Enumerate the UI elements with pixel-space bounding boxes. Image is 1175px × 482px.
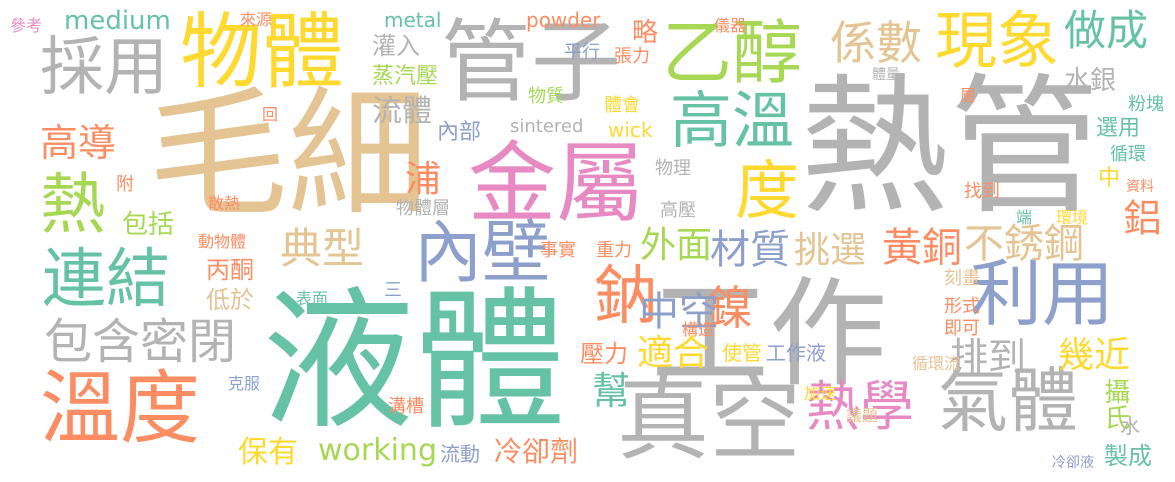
word-工作液: 工作液 xyxy=(766,343,826,363)
word-不銹鋼: 不銹鋼 xyxy=(964,224,1084,264)
word-冷卻劑: 冷卻劑 xyxy=(494,438,578,466)
word-powder: powder xyxy=(526,10,601,30)
word-利用: 利用 xyxy=(970,258,1114,330)
word-循環: 循環 xyxy=(1110,146,1146,164)
word-熱: 熱 xyxy=(40,172,106,238)
word-冷卻液: 冷卻液 xyxy=(1052,456,1094,470)
word-丙酮: 丙酮 xyxy=(206,258,254,282)
word-層: 層 xyxy=(960,88,976,104)
word-保有: 保有 xyxy=(238,438,298,468)
word-克服: 克服 xyxy=(228,376,260,392)
word-體量: 體量 xyxy=(872,68,900,82)
word-採用: 採用 xyxy=(40,36,168,100)
word-儀器: 儀器 xyxy=(714,18,746,34)
word-真空: 真空 xyxy=(617,374,801,466)
word-三: 三 xyxy=(384,282,402,300)
word-加速: 加速 xyxy=(804,386,836,402)
word-排到: 排到 xyxy=(950,338,1026,376)
word-灌入: 灌入 xyxy=(372,34,420,58)
word-循環流: 循環流 xyxy=(912,356,960,372)
word-物理: 物理 xyxy=(655,160,691,178)
word-sintered: sintered xyxy=(510,118,583,136)
word-metal: metal xyxy=(384,10,441,30)
word-平行: 平行 xyxy=(564,44,600,62)
word-回: 回 xyxy=(262,107,278,123)
word-表面: 表面 xyxy=(296,291,328,307)
word-張力: 張力 xyxy=(614,48,650,66)
word-水銀: 水銀 xyxy=(1064,68,1116,94)
word-浦: 浦 xyxy=(405,162,441,198)
word-流體: 流體 xyxy=(372,97,432,127)
word-鋁: 鋁 xyxy=(1120,198,1158,236)
word-構造: 構造 xyxy=(682,322,714,338)
word-即可: 即可 xyxy=(944,320,980,338)
word-中: 中 xyxy=(1098,168,1120,190)
word-刻畫: 刻畫 xyxy=(944,270,980,288)
word-working: working xyxy=(318,436,437,466)
word-物體層: 物體層 xyxy=(396,200,450,218)
word-典型: 典型 xyxy=(280,228,364,270)
word-找到: 找到 xyxy=(964,183,1000,201)
word-幾近: 幾近 xyxy=(1058,338,1130,374)
word-動物體: 動物體 xyxy=(198,234,246,250)
word-medium: medium xyxy=(64,8,171,34)
word-壓力: 壓力 xyxy=(580,342,628,366)
word-附: 附 xyxy=(116,176,134,194)
word-溝槽: 溝槽 xyxy=(388,398,424,416)
word-高壓: 高壓 xyxy=(660,202,696,220)
word-物質: 物質 xyxy=(528,88,564,106)
word-材質: 材質 xyxy=(710,230,790,270)
word-粉塊: 粉塊 xyxy=(1128,96,1164,114)
word-現象: 現象 xyxy=(935,10,1059,72)
word-內部: 內部 xyxy=(437,122,481,144)
word-端: 端 xyxy=(1016,210,1032,226)
word-流動: 流動 xyxy=(440,444,480,464)
word-高溫: 高溫 xyxy=(670,90,794,152)
word-散熱: 散熱 xyxy=(208,196,240,212)
word-製成: 製成 xyxy=(1104,444,1152,468)
word-選用: 選用 xyxy=(1096,118,1140,140)
word-來源: 來源 xyxy=(240,12,272,28)
word-黃銅: 黃銅 xyxy=(882,228,962,268)
word-內壁: 內壁 xyxy=(414,220,550,288)
word-略: 略 xyxy=(632,20,658,46)
word-參考: 參考 xyxy=(10,18,42,34)
word-環境: 環境 xyxy=(1056,210,1088,226)
word-幫: 幫 xyxy=(592,372,630,410)
word-連結: 連結 xyxy=(42,248,170,312)
word-資料: 資料 xyxy=(1126,180,1154,194)
word-挑選: 挑選 xyxy=(794,233,866,269)
word-做成: 做成 xyxy=(1064,10,1148,52)
word-外面: 外面 xyxy=(640,228,712,264)
word-熱管: 熱管 xyxy=(800,73,1100,223)
word-使管: 使管 xyxy=(722,343,762,363)
word-高導: 高導 xyxy=(40,124,116,162)
word-事實: 事實 xyxy=(540,242,576,260)
word-低於: 低於 xyxy=(206,288,254,312)
word-係數: 係數 xyxy=(830,20,922,66)
word-溫度: 溫度 xyxy=(40,369,200,449)
word-度: 度 xyxy=(735,160,799,224)
word-議題: 議題 xyxy=(846,408,878,424)
word-重力: 重力 xyxy=(596,242,632,260)
word-形式: 形式 xyxy=(944,298,980,316)
word-水: 水 xyxy=(1120,416,1140,436)
word-包括: 包括 xyxy=(122,212,174,238)
word-適合: 適合 xyxy=(637,336,709,372)
word-蒸汽壓: 蒸汽壓 xyxy=(372,66,438,88)
word-體會: 體會 xyxy=(604,97,640,115)
word-包含密閉: 包含密閉 xyxy=(44,318,236,366)
word-wick: wick xyxy=(608,120,653,140)
